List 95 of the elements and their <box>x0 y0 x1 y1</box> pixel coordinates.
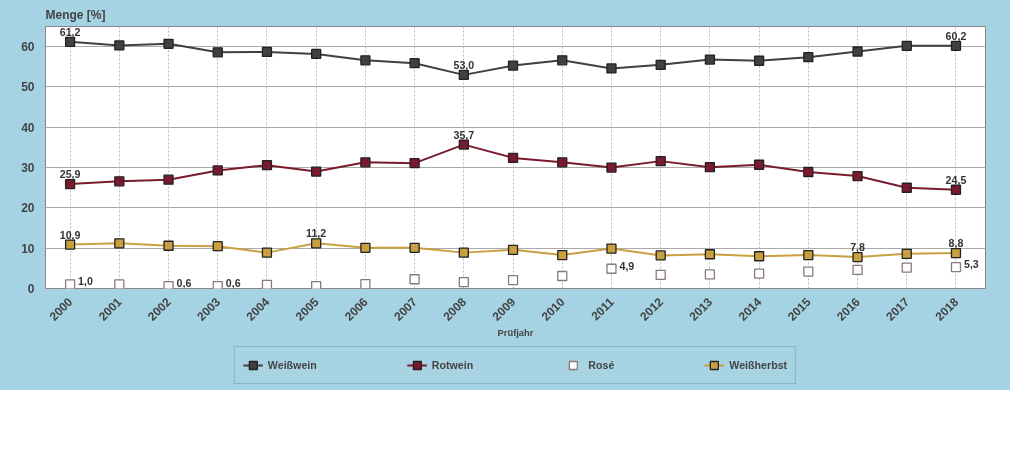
point <box>704 162 716 173</box>
y-axis-title: Menge [%] <box>45 7 106 22</box>
point <box>114 279 125 289</box>
data-label: 8,8 <box>948 237 964 250</box>
data-label: 5,3 <box>963 258 979 271</box>
data-label: 53,0 <box>453 58 475 71</box>
x-axis-title: Prüfjahr <box>497 327 534 338</box>
point <box>901 262 912 273</box>
y-tick-label: 10 <box>21 241 35 256</box>
point <box>311 48 322 60</box>
data-label: 11,2 <box>306 227 327 240</box>
point <box>557 157 568 168</box>
point <box>803 51 814 63</box>
y-tick-label: 60 <box>21 40 35 55</box>
point <box>753 251 765 262</box>
point <box>409 242 420 253</box>
data-label: 60,2 <box>945 29 967 42</box>
point <box>163 280 174 289</box>
point <box>901 40 912 51</box>
point <box>212 47 223 58</box>
point <box>606 243 617 254</box>
point <box>261 160 273 171</box>
point <box>409 58 420 69</box>
legend-label: Rosé <box>588 359 615 371</box>
point <box>606 63 617 74</box>
point <box>852 170 863 182</box>
data-label: 0,6 <box>176 277 192 290</box>
point <box>507 152 519 164</box>
point <box>163 240 174 251</box>
point <box>409 157 420 169</box>
point <box>704 54 716 65</box>
data-label: 1,0 <box>78 275 93 288</box>
legend-label: Rotwein <box>431 359 474 371</box>
point <box>901 182 912 193</box>
point <box>606 263 617 274</box>
point <box>852 264 863 276</box>
point <box>753 159 765 170</box>
point <box>114 40 125 51</box>
y-tick-label: 0 <box>27 282 35 296</box>
point <box>507 274 519 286</box>
point <box>803 166 814 178</box>
point <box>655 269 666 280</box>
point <box>950 261 962 273</box>
point <box>704 249 716 260</box>
point <box>803 249 814 261</box>
data-label: 0,6 <box>225 277 241 290</box>
data-label: 24,5 <box>945 173 967 186</box>
point <box>704 269 716 280</box>
data-label: 10,9 <box>59 228 81 241</box>
point <box>360 278 371 289</box>
point <box>409 274 420 285</box>
point <box>458 247 469 258</box>
y-tick-label: 20 <box>21 201 35 216</box>
y-tick-label: 30 <box>21 161 35 176</box>
point <box>655 155 666 167</box>
point <box>261 46 273 58</box>
data-label: 25,9 <box>59 168 81 181</box>
data-label: 7,8 <box>850 241 866 254</box>
point <box>163 174 174 185</box>
point <box>261 247 273 258</box>
point <box>114 238 125 249</box>
point <box>753 268 765 279</box>
point <box>803 266 814 277</box>
point <box>360 55 371 66</box>
data-label: 4,9 <box>619 259 635 272</box>
legend-label: Weißherbst <box>729 359 788 371</box>
legend-label: Weißwein <box>267 359 317 371</box>
point <box>458 276 469 288</box>
point <box>163 38 174 49</box>
point <box>212 241 223 252</box>
point <box>655 59 666 70</box>
point <box>114 176 125 187</box>
point <box>64 279 76 289</box>
point <box>311 238 322 249</box>
point <box>360 157 371 168</box>
point <box>261 279 273 289</box>
point <box>507 244 519 255</box>
point <box>606 162 617 173</box>
point <box>212 165 223 176</box>
y-tick-label: 40 <box>21 120 35 135</box>
point <box>753 55 765 66</box>
data-label: 35,7 <box>453 128 475 141</box>
point <box>655 250 666 261</box>
point <box>557 55 568 66</box>
point <box>311 280 322 289</box>
point <box>852 46 863 57</box>
point <box>507 60 519 71</box>
point <box>557 249 568 261</box>
point <box>557 270 568 282</box>
point <box>360 242 371 253</box>
point <box>901 248 912 259</box>
data-label: 61,2 <box>59 25 81 38</box>
point <box>311 166 322 177</box>
y-tick-label: 50 <box>21 80 35 95</box>
point <box>212 280 223 289</box>
